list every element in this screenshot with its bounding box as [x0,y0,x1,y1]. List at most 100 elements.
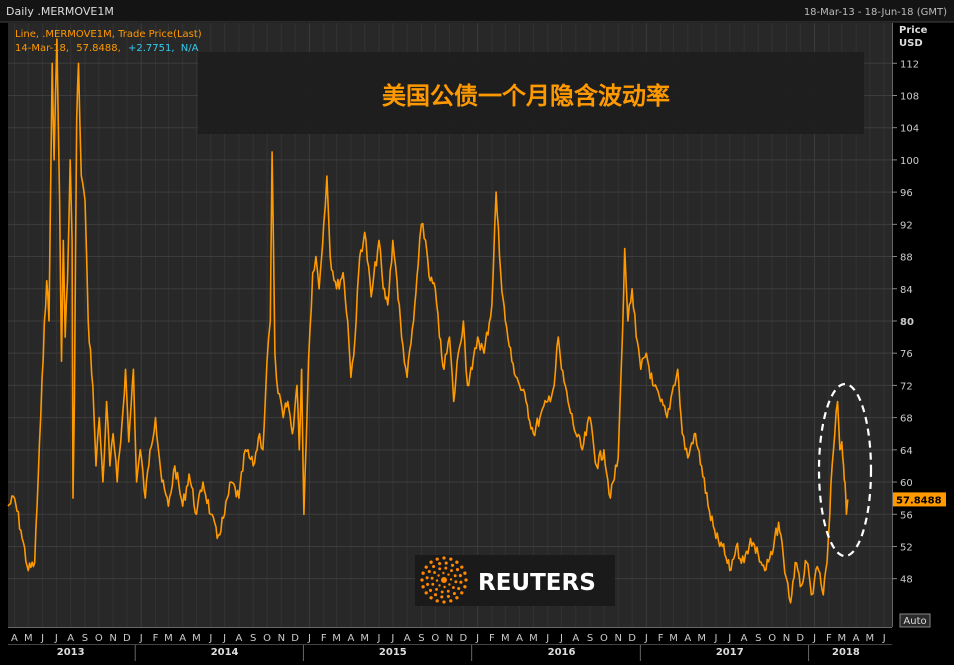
logo-dot [424,565,428,569]
logo-dot [455,568,460,572]
logo-dot [429,596,433,600]
header-bar [0,0,954,22]
x-tick-label: J [713,633,717,644]
logo-dot [449,578,453,581]
x-tick-label: M [669,633,678,644]
x-tick-label: N [783,633,790,644]
logo-dot [433,593,438,597]
x-tick-label: O [95,633,103,644]
chart-label: Daily .MERMOVE1M [6,5,114,18]
logo-dot [450,569,453,573]
logo-dot [459,580,463,584]
logo-dot [460,565,464,569]
x-tick-label: M [192,633,201,644]
x-tick-label: D [460,633,468,644]
x-tick-label: S [250,633,256,644]
logo-dot [428,588,433,592]
x-tick-label: N [446,633,453,644]
x-tick-label: J [475,633,479,644]
x-tick-label: J [545,633,549,644]
x-tick-label: A [572,633,579,644]
x-tick-label: J [390,633,394,644]
current-value-box [893,492,946,507]
logo-dot [429,560,433,564]
series-line [7,38,849,604]
x-tick-label: D [628,633,636,644]
logo-dot [426,582,430,586]
date-range: 18-Mar-13 - 18-Jun-18 (GMT) [804,7,947,18]
year-label: 2017 [716,647,744,658]
logo-dot [421,585,425,589]
x-tick-label: M [360,633,369,644]
x-tick-label: O [263,633,271,644]
x-tick-label: A [179,633,186,644]
x-tick-label: O [768,633,776,644]
logo-dot [463,585,467,589]
x-tick-label: D [123,633,131,644]
logo-dot [449,599,453,603]
x-tick-label: A [516,633,523,644]
logo-dot [460,591,464,595]
logo-dot [438,567,442,571]
logo-dot [420,578,424,582]
year-label: 2014 [211,647,239,658]
legend-last-date: 14-Mar-18, [15,43,69,54]
reuters-logo: REUTERS [415,555,615,606]
logo-dot [455,596,459,600]
x-tick-label: S [418,633,424,644]
x-tick-label: A [741,633,748,644]
y-axis-panel [893,23,954,627]
logo-dot [458,574,462,578]
logo-dot [447,573,450,576]
logo-dot [425,576,429,580]
x-tick-label: A [853,633,860,644]
logo-dot [450,563,455,567]
x-tick-label: S [587,633,593,644]
logo-dot [438,562,442,566]
x-tick-label: S [755,633,761,644]
x-tick-label: M [866,633,875,644]
x-axis-year-labels: 2013 2014 2015 2016 2017 2018 [57,647,860,658]
y-tick-label: 84 [900,285,913,296]
logo-dot [438,584,441,587]
x-tick-label: A [404,633,411,644]
logo-dot [446,594,450,598]
current-value-label: 57.8488 [896,495,942,506]
y-tick-label: 76 [900,349,913,360]
y-tick-label: 60 [900,478,913,489]
year-label: 2018 [832,647,860,658]
logo-dot [442,571,445,575]
x-tick-label: J [812,633,816,644]
x-tick-label: J [40,633,44,644]
logo-dot [421,571,425,575]
y-tick-label: 100 [900,156,919,167]
legend-last-change: +2.7751, [128,43,175,54]
y-tick-label: 64 [900,446,913,457]
x-tick-label: N [109,633,116,644]
x-tick-label: M [164,633,173,644]
chart-title: 美国公债一个月隐含波动率 [382,82,670,110]
logo-dot [442,600,446,604]
x-tick-label: F [826,633,832,644]
auto-scale-label: Auto [903,616,926,627]
x-tick-label: D [291,633,299,644]
legend-last: 14-Mar-18, 57.8488, +2.7751, N/A [15,43,199,54]
x-tick-label: J [208,633,212,644]
x-tick-label: M [24,633,33,644]
year-label: 2015 [379,647,407,658]
auto-scale-button[interactable] [899,613,931,628]
y-tick-label: 108 [900,91,919,102]
title-box [198,52,864,134]
x-tick-label: J [307,633,311,644]
logo-dot [435,599,439,603]
x-tick-label: D [796,633,804,644]
logo-dot [440,595,444,599]
highlight-ellipse [817,382,873,558]
x-tick-label: M [837,633,846,644]
y-tick-label: 48 [900,575,913,586]
y-tick-label: 52 [900,542,913,553]
logo-dot [427,569,431,574]
x-tick-label: O [431,633,439,644]
